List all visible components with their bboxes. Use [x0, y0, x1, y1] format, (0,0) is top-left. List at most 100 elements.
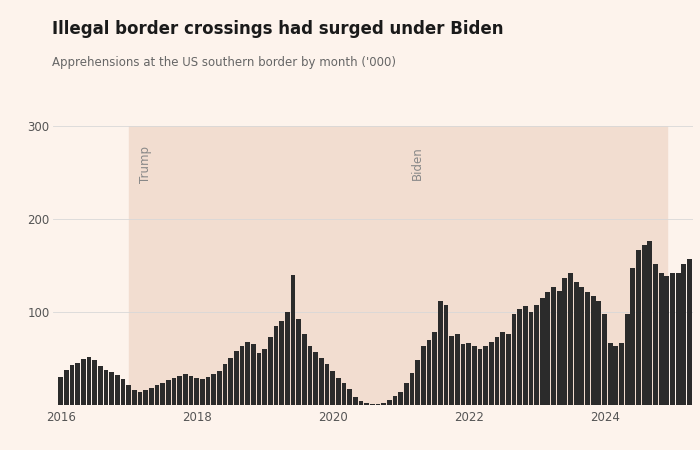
Bar: [234, 351, 239, 405]
Bar: [364, 403, 369, 405]
Bar: [540, 298, 545, 405]
Bar: [494, 337, 499, 405]
Bar: [290, 275, 295, 405]
Bar: [613, 346, 618, 405]
Bar: [591, 296, 596, 405]
Bar: [342, 382, 346, 405]
Bar: [608, 343, 612, 405]
Bar: [330, 371, 335, 405]
Bar: [585, 292, 590, 405]
Bar: [81, 359, 86, 405]
Bar: [109, 373, 114, 405]
Bar: [137, 392, 142, 405]
Bar: [400, 126, 667, 405]
Bar: [188, 376, 193, 405]
Bar: [534, 306, 539, 405]
Bar: [211, 374, 216, 405]
Bar: [648, 241, 652, 405]
Bar: [296, 319, 301, 405]
Bar: [568, 273, 573, 405]
Bar: [319, 358, 323, 405]
Bar: [693, 254, 698, 405]
Bar: [64, 369, 69, 405]
Bar: [325, 364, 330, 405]
Bar: [194, 378, 199, 405]
Bar: [636, 250, 641, 405]
Bar: [580, 287, 584, 405]
Bar: [69, 365, 74, 405]
Bar: [336, 378, 341, 405]
Bar: [596, 301, 601, 405]
Bar: [307, 346, 312, 405]
Bar: [438, 301, 442, 405]
Bar: [172, 378, 176, 405]
Bar: [523, 306, 528, 405]
Bar: [149, 388, 154, 405]
Bar: [120, 379, 125, 405]
Text: Illegal border crossings had surged under Biden: Illegal border crossings had surged unde…: [52, 20, 504, 38]
Bar: [358, 401, 363, 405]
Bar: [500, 333, 505, 405]
Bar: [444, 305, 449, 405]
Bar: [245, 342, 250, 405]
Bar: [75, 363, 80, 405]
Bar: [98, 366, 103, 405]
Bar: [466, 343, 471, 405]
Bar: [58, 377, 63, 405]
Bar: [132, 390, 136, 405]
Bar: [256, 353, 261, 405]
Bar: [262, 349, 267, 405]
Bar: [129, 126, 400, 405]
Bar: [370, 404, 374, 405]
Bar: [659, 273, 664, 405]
Bar: [104, 369, 108, 405]
Bar: [166, 380, 171, 405]
Bar: [517, 309, 522, 405]
Bar: [115, 375, 120, 405]
Bar: [251, 344, 256, 405]
Bar: [410, 374, 414, 405]
Bar: [144, 390, 148, 405]
Bar: [432, 333, 437, 405]
Bar: [455, 334, 460, 405]
Bar: [506, 334, 511, 405]
Bar: [528, 312, 533, 405]
Bar: [92, 360, 97, 405]
Bar: [653, 264, 658, 405]
Bar: [556, 291, 561, 405]
Bar: [398, 392, 403, 405]
Bar: [676, 273, 680, 405]
Bar: [421, 346, 426, 405]
Bar: [545, 292, 550, 405]
Bar: [489, 342, 493, 405]
Bar: [472, 346, 477, 405]
Bar: [200, 379, 205, 405]
Bar: [228, 358, 233, 405]
Bar: [347, 389, 352, 405]
Bar: [483, 346, 488, 405]
Bar: [415, 360, 420, 405]
Text: Trump: Trump: [139, 146, 152, 184]
Bar: [631, 268, 636, 405]
Bar: [274, 326, 279, 405]
Bar: [664, 276, 669, 405]
Bar: [239, 346, 244, 405]
Bar: [375, 404, 380, 405]
Bar: [285, 312, 290, 405]
Bar: [642, 245, 647, 405]
Bar: [279, 321, 284, 405]
Bar: [183, 374, 188, 405]
Text: Biden: Biden: [411, 146, 424, 180]
Bar: [217, 371, 222, 405]
Bar: [563, 278, 568, 405]
Bar: [223, 364, 228, 405]
Bar: [687, 259, 692, 405]
Text: Apprehensions at the US southern border by month ('000): Apprehensions at the US southern border …: [52, 56, 396, 69]
Bar: [268, 337, 273, 405]
Bar: [313, 352, 318, 405]
Bar: [160, 382, 165, 405]
Bar: [87, 357, 92, 405]
Bar: [682, 264, 687, 405]
Bar: [699, 232, 700, 405]
Bar: [461, 344, 466, 405]
